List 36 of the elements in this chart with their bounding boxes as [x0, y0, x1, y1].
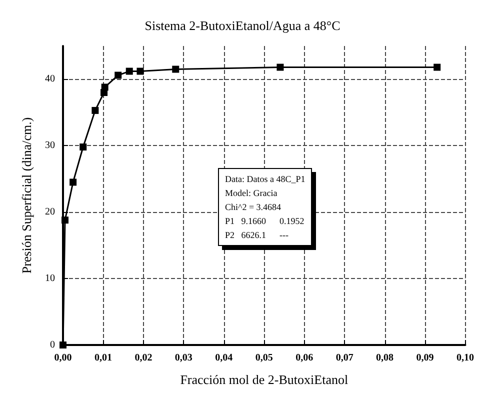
x-tick-label: 0,03 — [174, 352, 192, 364]
x-tick-label: 0,02 — [134, 352, 152, 364]
annotation: Chi^2 = 3.4684 — [225, 201, 282, 214]
y-tick-label: 40 — [45, 74, 55, 85]
annotation: Model: Gracia — [225, 187, 278, 200]
point — [92, 106, 99, 114]
point — [101, 84, 108, 91]
y-tick-label: 30 — [45, 140, 55, 152]
point — [70, 178, 77, 186]
annotation: Data: Datos a 48C_P1 — [225, 173, 306, 186]
point — [276, 64, 284, 71]
point — [434, 64, 441, 71]
point — [62, 216, 69, 224]
point — [136, 68, 144, 75]
y-axis-title: Presión Superficial (dina/cm.) — [19, 117, 34, 274]
point — [126, 68, 133, 75]
point — [114, 72, 122, 79]
annotation: P2 6626.1 --- — [225, 229, 290, 242]
y-tick-label: 20 — [45, 206, 55, 218]
x-tick-label: 0,07 — [336, 352, 354, 364]
point — [172, 66, 180, 73]
x-tick-label: 0,10 — [456, 352, 474, 364]
x-tick-label: 0,08 — [376, 352, 394, 364]
x-tick-label: 0,09 — [416, 352, 434, 364]
point — [80, 143, 87, 150]
point — [60, 342, 66, 348]
annotation: P1 9.1660 0.1952 — [225, 215, 306, 228]
x-tick-label: 0,01 — [94, 352, 112, 364]
x-axis-title: Fracción mol de 2-ButoxiEtanol — [180, 372, 348, 387]
chart-title: Sistema 2-ButoxiEtanol/Agua a 48°C — [144, 18, 340, 33]
x-tick-label: 0,05 — [255, 352, 273, 364]
x-tick-label: 0,04 — [215, 352, 233, 364]
y-tick-label: 10 — [45, 273, 55, 284]
x-tick-label: 0,06 — [296, 352, 314, 364]
y-tick-label: 0 — [50, 340, 55, 350]
x-tick-label: 0,00 — [54, 352, 72, 364]
